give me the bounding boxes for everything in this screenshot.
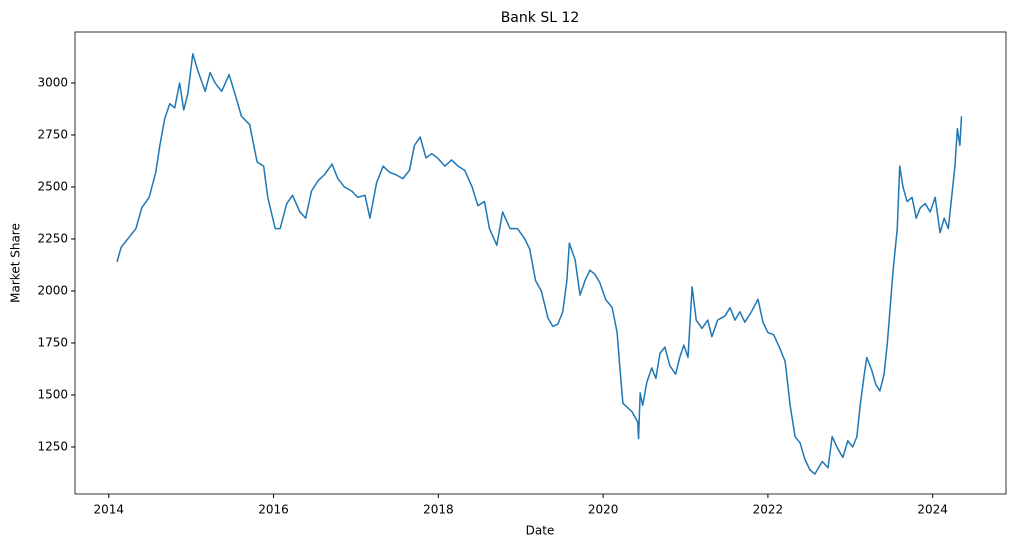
- y-tick-label: 1500: [37, 387, 68, 401]
- y-tick-label: 3000: [37, 75, 68, 89]
- y-tick-label: 2250: [37, 231, 68, 245]
- chart-title: Bank SL 12: [501, 10, 580, 26]
- x-tick-label: 2022: [753, 503, 784, 517]
- x-tick-label: 2018: [423, 503, 454, 517]
- plot-frame: [74, 31, 1007, 495]
- x-tick-label: 2024: [917, 503, 948, 517]
- y-tick-label: 2000: [37, 283, 68, 297]
- x-axis-label: Date: [526, 524, 555, 538]
- y-tick-label: 2750: [37, 127, 68, 141]
- y-tick-label: 1750: [37, 335, 68, 349]
- x-tick-label: 2020: [588, 503, 619, 517]
- line: [116, 53, 963, 475]
- y-tick-label: 1250: [37, 439, 68, 453]
- y-tick-label: 2500: [37, 179, 68, 193]
- x-tick-label: 2014: [94, 503, 125, 517]
- x-tick-label: 2016: [258, 503, 289, 517]
- y-axis-label: Market Share: [9, 223, 23, 303]
